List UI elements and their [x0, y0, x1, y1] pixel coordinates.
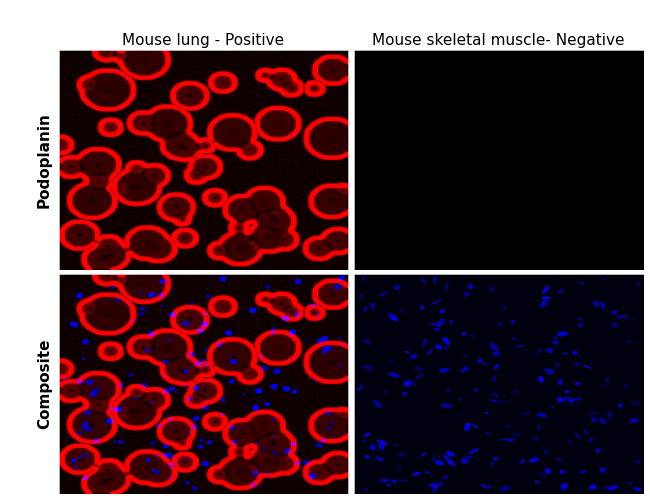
Text: Podoplanin: Podoplanin	[37, 112, 52, 208]
Text: Composite: Composite	[37, 339, 52, 429]
Text: Mouse skeletal muscle- Negative: Mouse skeletal muscle- Negative	[372, 33, 625, 48]
Text: Mouse lung - Positive: Mouse lung - Positive	[122, 33, 285, 48]
